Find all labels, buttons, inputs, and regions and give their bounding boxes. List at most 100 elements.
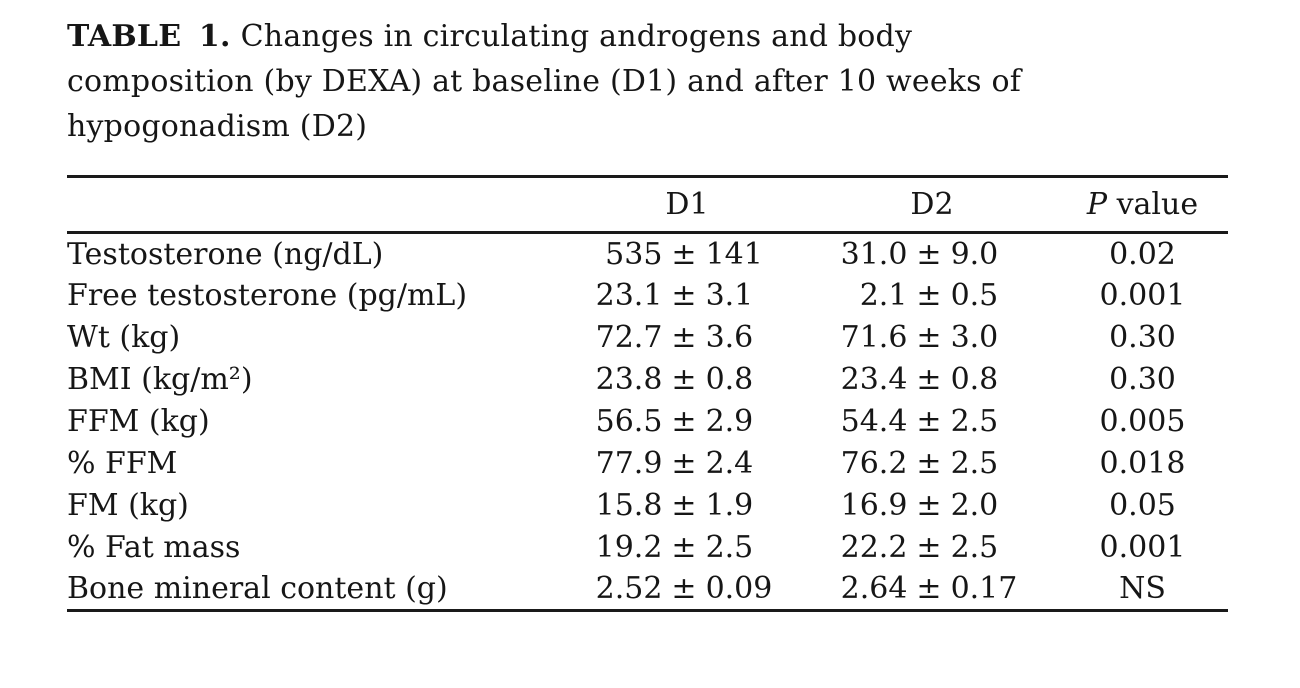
d2-value: 16.9 ±2.0: [807, 485, 1057, 527]
d1-value: 77.9 ±2.4: [567, 443, 807, 485]
caption-line-1: TABLE 1. Changes in circulating androgens…: [67, 14, 1228, 59]
d1-value-sd: 2.5: [705, 530, 754, 565]
d2-value-wrap: 2.64 ±0.17: [807, 571, 1057, 606]
table-row: Wt (kg) 72.7 ±3.6 71.6 ±3.0 0.30: [67, 317, 1228, 359]
d2-value-mean: 16.9: [840, 488, 908, 523]
d2-value-sd: 0.8: [950, 362, 999, 397]
table-row: % Fat mass 19.2 ±2.5 22.2 ±2.5 0.001: [67, 527, 1228, 569]
table-row: FM (kg) 15.8 ±1.9 16.9 ±2.0 0.05: [67, 485, 1228, 527]
plus-minus-sign: ±: [671, 278, 697, 313]
caption-label: TABLE 1.: [67, 19, 231, 54]
d2-value-sd: 2.5: [950, 404, 999, 439]
plus-minus-sign: ±: [671, 404, 697, 439]
row-label: Free testosterone (pg/mL): [67, 278, 468, 313]
d2-value-wrap: 54.4 ±2.5: [807, 404, 1057, 439]
d2-value-wrap: 76.2 ±2.5: [807, 446, 1057, 481]
table-row: % FFM 77.9 ±2.4 76.2 ±2.5 0.018: [67, 443, 1228, 485]
plus-minus-sign: ±: [916, 488, 942, 523]
d1-value-sd: 1.9: [705, 488, 754, 523]
d2-value: 23.4 ±0.8: [807, 359, 1057, 401]
p-value: 0.02: [1109, 236, 1176, 272]
d1-value-wrap: 19.2 ±2.5: [567, 530, 807, 565]
d2-value-mean: 2.64: [840, 571, 908, 607]
d1-value: 72.7 ±3.6: [567, 317, 807, 359]
p-value-header-rest: value: [1107, 187, 1199, 222]
row-label: Testosterone (ng/dL): [67, 236, 384, 272]
d2-value-sd: 2.5: [950, 446, 999, 481]
row-label: BMI (kg/m²): [67, 362, 253, 397]
d1-value-wrap: 535 ±141: [567, 237, 807, 272]
column-header-empty: [67, 177, 567, 233]
p-value: 0.001: [1099, 278, 1186, 313]
d2-value: 2.64 ±0.17: [807, 569, 1057, 611]
plus-minus-sign: ±: [916, 320, 942, 355]
d2-value-mean: 71.6: [840, 320, 908, 355]
d2-value: 22.2 ±2.5: [807, 527, 1057, 569]
row-label: FFM (kg): [67, 404, 210, 439]
d1-value-wrap: 2.52 ±0.09: [567, 571, 807, 606]
d1-value-sd: 3.1: [705, 278, 754, 313]
row-label: % FFM: [67, 446, 178, 481]
caption-line-1-text: Changes in circulating androgens and bod…: [240, 19, 913, 54]
p-value: 0.018: [1099, 446, 1186, 481]
d1-value: 15.8 ±1.9: [567, 485, 807, 527]
plus-minus-sign: ±: [916, 236, 942, 272]
table-row: Bone mineral content (g) 2.52 ±0.09 2.64 ±0.…: [67, 569, 1228, 611]
d1-value: 535 ±141: [567, 233, 807, 275]
d1-value-wrap: 15.8 ±1.9: [567, 488, 807, 523]
plus-minus-sign: ±: [916, 362, 942, 397]
d2-value-mean: 22.2: [840, 530, 908, 565]
plus-minus-sign: ±: [916, 571, 942, 607]
p-value: 0.005: [1099, 404, 1186, 439]
d2-value-wrap: 71.6 ±3.0: [807, 320, 1057, 355]
d2-value-mean: 31.0: [840, 236, 908, 272]
d2-value: 31.0 ±9.0: [807, 233, 1057, 275]
d1-value-mean: 72.7: [595, 320, 663, 355]
d1-value: 56.5 ±2.9: [567, 401, 807, 443]
plus-minus-sign: ±: [671, 488, 697, 523]
d2-value-sd: 0.17: [950, 571, 1018, 607]
table-row: FFM (kg) 56.5 ±2.9 54.4 ±2.5 0.005: [67, 401, 1228, 443]
d1-value-mean: 15.8: [595, 488, 663, 523]
plus-minus-sign: ±: [916, 278, 942, 313]
d2-value-wrap: 23.4 ±0.8: [807, 362, 1057, 397]
d2-value-wrap: 2.1 ±0.5: [807, 278, 1057, 313]
d1-value-mean: 19.2: [595, 530, 663, 565]
d2-value-wrap: 22.2 ±2.5: [807, 530, 1057, 565]
d1-value-sd: 2.4: [705, 446, 754, 481]
row-label: Bone mineral content (g): [67, 571, 448, 607]
p-value-header-italic: P: [1086, 187, 1108, 222]
row-label: % Fat mass: [67, 530, 241, 565]
d2-value-mean: 23.4: [840, 362, 908, 397]
d2-value-sd: 9.0: [950, 236, 999, 272]
header-row: D1 D2 P value: [67, 177, 1228, 233]
table-body: Testosterone (ng/dL) 535 ±141 31.0 ±9.0 0.02 F…: [67, 233, 1228, 611]
d1-value-mean: 77.9: [595, 446, 663, 481]
d2-value-sd: 2.5: [950, 530, 999, 565]
d1-value: 2.52 ±0.09: [567, 569, 807, 611]
table-header: D1 D2 P value: [67, 177, 1228, 233]
d2-value: 54.4 ±2.5: [807, 401, 1057, 443]
d1-value-wrap: 72.7 ±3.6: [567, 320, 807, 355]
plus-minus-sign: ±: [671, 530, 697, 565]
d2-value: 71.6 ±3.0: [807, 317, 1057, 359]
d2-value-mean: 76.2: [840, 446, 908, 481]
column-header-p-value: P value: [1057, 177, 1228, 233]
d1-value-wrap: 56.5 ±2.9: [567, 404, 807, 439]
d1-value-mean: 23.1: [595, 278, 663, 313]
table-row: Free testosterone (pg/mL) 23.1 ±3.1 2.1 ±0.5…: [67, 275, 1228, 317]
plus-minus-sign: ±: [916, 404, 942, 439]
d2-value-sd: 0.5: [950, 278, 999, 313]
d1-value-mean: 2.52: [595, 571, 663, 607]
column-header-d2: D2: [910, 187, 954, 222]
plus-minus-sign: ±: [671, 446, 697, 481]
d2-value-wrap: 31.0 ±9.0: [807, 237, 1057, 272]
caption-line-3: hypogonadism (D2): [67, 109, 368, 144]
d1-value: 19.2 ±2.5: [567, 527, 807, 569]
row-label: FM (kg): [67, 488, 189, 523]
d1-value-wrap: 23.1 ±3.1: [567, 278, 807, 313]
d1-value-sd: 141: [705, 236, 763, 272]
d1-value: 23.8 ±0.8: [567, 359, 807, 401]
p-value: 0.001: [1099, 530, 1186, 565]
plus-minus-sign: ±: [671, 236, 697, 272]
